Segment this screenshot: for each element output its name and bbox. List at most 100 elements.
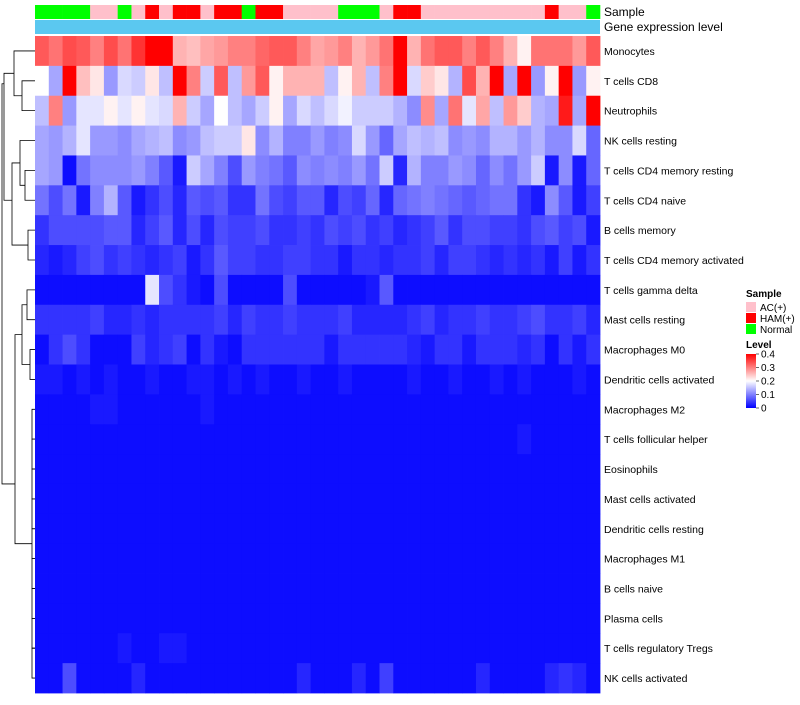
legend-level-ticks: 0.4 0.3 0.2 0.1 0 bbox=[756, 350, 775, 415]
heatmap-cell bbox=[159, 454, 174, 485]
heatmap-cell bbox=[324, 394, 339, 425]
heatmap-cell bbox=[310, 573, 325, 604]
heatmap-cell bbox=[517, 36, 532, 67]
heatmap-cell bbox=[186, 513, 201, 545]
heatmap-cell bbox=[558, 125, 573, 156]
heatmap-cell bbox=[283, 185, 298, 216]
heatmap-cell bbox=[324, 334, 339, 365]
heatmap-cell bbox=[255, 633, 270, 664]
heatmap-cell bbox=[76, 663, 91, 694]
heatmap-cell bbox=[172, 95, 187, 126]
heatmap-cell bbox=[393, 483, 408, 515]
sample-group-cell bbox=[462, 5, 477, 19]
heatmap-cell bbox=[379, 65, 394, 97]
heatmap-cell bbox=[310, 424, 325, 455]
heatmap-cell bbox=[448, 483, 463, 515]
heatmap-cell bbox=[296, 334, 312, 365]
heatmap-cell bbox=[76, 274, 91, 306]
heatmap-cell bbox=[544, 633, 560, 664]
heatmap-cell bbox=[517, 424, 532, 455]
heatmap-cell bbox=[586, 364, 601, 395]
sample-group-cell bbox=[586, 5, 601, 19]
legend-swatch bbox=[746, 313, 756, 323]
heatmap-cell bbox=[351, 573, 367, 604]
heatmap-cell bbox=[558, 155, 573, 186]
heatmap-cell bbox=[572, 603, 587, 634]
sample-group-cell bbox=[186, 5, 201, 19]
heatmap-cell bbox=[462, 483, 477, 515]
heatmap-cell bbox=[145, 573, 160, 604]
heatmap-cell bbox=[379, 633, 394, 664]
heatmap-cell bbox=[365, 185, 380, 216]
heatmap-cell bbox=[117, 215, 132, 246]
heatmap-cell bbox=[103, 663, 119, 694]
heatmap-cell bbox=[62, 454, 77, 485]
heatmap-cell bbox=[310, 663, 325, 694]
heatmap-cell bbox=[62, 155, 77, 186]
heatmap-cell bbox=[296, 185, 312, 216]
heatmap-cell bbox=[393, 543, 408, 574]
heatmap-cell bbox=[531, 394, 546, 425]
heatmap-cell bbox=[296, 424, 312, 455]
heatmap-cell bbox=[420, 245, 436, 276]
heatmap-cell bbox=[531, 245, 546, 276]
heatmap-cell bbox=[531, 603, 546, 634]
heatmap-cell bbox=[90, 334, 105, 365]
heatmap-cell bbox=[283, 65, 298, 97]
heatmap-cell bbox=[393, 633, 408, 664]
heatmap-cell bbox=[283, 274, 298, 306]
heatmap-cell bbox=[544, 274, 560, 306]
heatmap-cell bbox=[365, 573, 380, 604]
heatmap-cell bbox=[489, 215, 504, 246]
heatmap-cell bbox=[586, 424, 601, 455]
heatmap-cell bbox=[269, 304, 284, 336]
heatmap-cell bbox=[90, 454, 105, 485]
row-label: NK cells resting bbox=[604, 136, 677, 148]
heatmap-cell bbox=[131, 155, 146, 186]
heatmap-cell bbox=[462, 394, 477, 425]
heatmap-cell bbox=[531, 125, 546, 156]
heatmap-cell bbox=[324, 424, 339, 455]
heatmap-cell bbox=[283, 36, 298, 67]
heatmap-cell bbox=[117, 633, 132, 664]
heatmap-cell bbox=[351, 364, 367, 395]
heatmap-cell bbox=[296, 364, 312, 395]
heatmap-cell bbox=[503, 245, 518, 276]
heatmap-cell bbox=[462, 513, 477, 545]
heatmap-cell bbox=[531, 573, 546, 604]
heatmap-cell bbox=[310, 603, 325, 634]
sample-group-cell bbox=[448, 5, 463, 19]
row-label: Macrophages M1 bbox=[604, 554, 685, 566]
heatmap-cell bbox=[214, 125, 229, 156]
dendrogram-branch bbox=[31, 588, 35, 619]
heatmap-cell bbox=[586, 245, 601, 276]
heatmap-cell bbox=[448, 633, 463, 664]
heatmap-cell bbox=[159, 155, 174, 186]
heatmap-cell bbox=[475, 483, 491, 515]
heatmap-cell bbox=[351, 633, 367, 664]
heatmap-cell bbox=[489, 185, 504, 216]
sample-group-cell bbox=[489, 5, 504, 19]
heatmap-cell bbox=[434, 245, 449, 276]
heatmap-cell bbox=[351, 215, 367, 246]
heatmap-cell bbox=[365, 663, 380, 694]
heatmap-cell bbox=[338, 573, 353, 604]
row-label: B cells naive bbox=[604, 583, 663, 595]
heatmap-cell bbox=[572, 95, 587, 126]
heatmap-cell bbox=[475, 364, 491, 395]
heatmap-cell bbox=[379, 304, 394, 336]
heatmap-cell bbox=[76, 543, 91, 574]
heatmap-cell bbox=[365, 424, 380, 455]
heatmap-cell bbox=[48, 274, 63, 306]
heatmap-cell bbox=[586, 155, 601, 186]
heatmap-cell bbox=[420, 304, 436, 336]
heatmap-cell bbox=[145, 394, 160, 425]
sample-group-cell bbox=[214, 5, 229, 19]
heatmap-cell bbox=[503, 364, 518, 395]
heatmap-cell bbox=[420, 334, 436, 365]
heatmap-cell bbox=[227, 185, 243, 216]
sample-group-cell bbox=[558, 5, 573, 19]
heatmap-cell bbox=[90, 364, 105, 395]
heatmap-cell bbox=[227, 543, 243, 574]
